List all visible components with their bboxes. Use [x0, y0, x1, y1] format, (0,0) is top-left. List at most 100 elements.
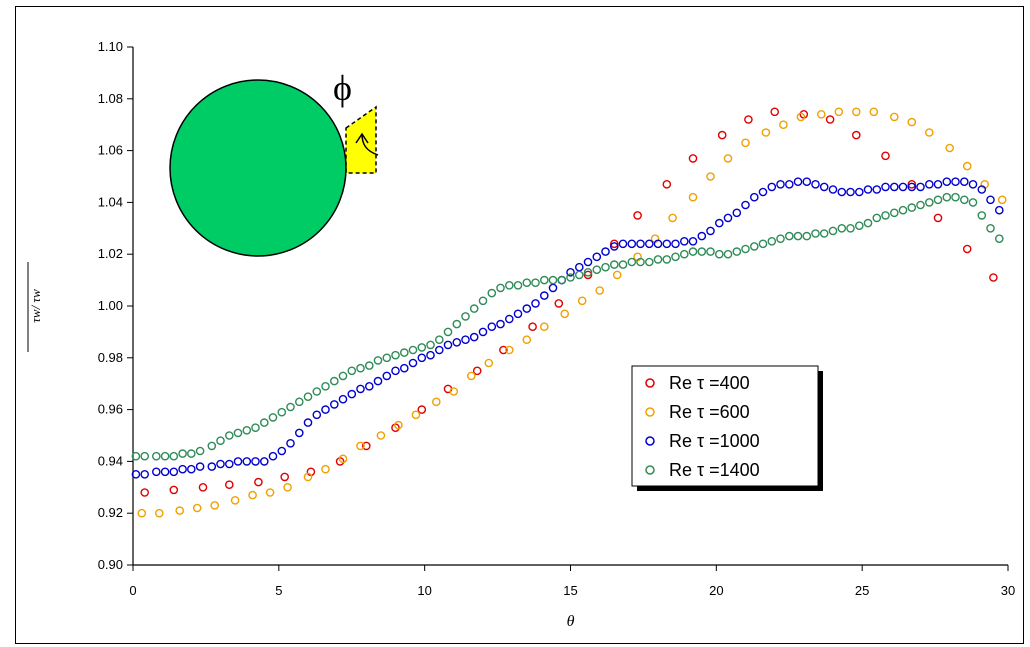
data-point [268, 413, 278, 422]
data-point [154, 508, 164, 518]
data-point [207, 441, 217, 451]
data-point [802, 177, 812, 186]
data-point [869, 107, 879, 117]
y-tick-label: 0.96 [98, 402, 123, 417]
data-point [817, 110, 826, 119]
data-point [986, 223, 995, 233]
data-point [466, 371, 476, 381]
data-point [881, 211, 890, 220]
data-point [688, 236, 698, 246]
inset-cylinder [169, 79, 347, 257]
legend-marker [645, 465, 655, 475]
data-point [540, 322, 549, 332]
data-point [583, 257, 593, 267]
data-point [540, 275, 549, 285]
data-point [715, 218, 724, 228]
data-point [394, 420, 403, 430]
data-point [548, 275, 558, 285]
data-point [408, 345, 418, 355]
data-point [548, 283, 558, 293]
data-point [321, 381, 330, 391]
data-point [811, 179, 820, 189]
data-point [717, 130, 727, 140]
data-point [560, 309, 570, 319]
data-point [668, 213, 677, 223]
data-point [601, 262, 610, 272]
data-point [431, 397, 441, 407]
data-point [399, 363, 409, 373]
data-point [186, 464, 196, 474]
data-point [294, 428, 304, 438]
data-point [248, 490, 257, 500]
data-point [277, 446, 287, 456]
data-point [426, 350, 435, 360]
data-point [962, 161, 972, 171]
x-tick-label: 10 [417, 583, 431, 598]
data-point [321, 464, 330, 474]
data-point [160, 467, 170, 477]
data-point [653, 239, 663, 249]
data-point [907, 179, 917, 189]
data-point [688, 247, 698, 256]
data-point [496, 319, 505, 329]
data-point [793, 177, 803, 186]
y-tick-label: 1.10 [98, 39, 123, 54]
data-point [356, 384, 365, 394]
data-point [890, 112, 899, 122]
data-point [169, 451, 179, 461]
data-point [151, 451, 161, 461]
data-point [259, 418, 269, 427]
data-point [426, 340, 435, 350]
data-point [224, 431, 234, 440]
data-point [723, 249, 733, 259]
data-point [898, 205, 908, 215]
data-point [452, 337, 462, 347]
data-point [688, 192, 698, 202]
data-point [601, 247, 610, 256]
data-point [338, 371, 348, 381]
data-point [391, 350, 400, 360]
data-point [583, 270, 593, 280]
data-point [933, 195, 943, 205]
data-point [610, 239, 619, 249]
data-point [178, 464, 187, 474]
data-point [706, 226, 715, 236]
y-tick-label: 1.08 [98, 91, 123, 106]
data-point [706, 172, 715, 181]
data-point [636, 257, 645, 267]
data-point [942, 177, 952, 186]
data-point [863, 185, 873, 194]
data-point [770, 107, 780, 117]
data-point [251, 457, 260, 466]
data-point [224, 459, 234, 469]
data-point [688, 154, 698, 163]
data-point [356, 441, 365, 451]
legend-label: Re τ =400 [669, 373, 750, 393]
data-point [478, 296, 488, 306]
data-point [140, 488, 149, 497]
data-point [566, 273, 575, 282]
inset-arrow-head [355, 132, 369, 144]
data-points [131, 107, 1007, 518]
data-point [916, 182, 925, 192]
data-point [933, 213, 943, 223]
data-point [834, 107, 844, 117]
data-point [364, 381, 374, 391]
data-point [825, 115, 835, 124]
data-point [776, 179, 785, 189]
chart-frame [15, 6, 1024, 644]
data-point [504, 345, 514, 355]
data-point [329, 376, 339, 386]
data-point [785, 179, 794, 189]
data-point [732, 247, 742, 256]
data-point [382, 353, 392, 363]
data-point [741, 138, 750, 148]
data-point [233, 457, 243, 466]
data-point [846, 223, 855, 233]
data-point [230, 495, 240, 505]
legend-marker [645, 407, 655, 417]
data-point [592, 265, 602, 275]
data-point [169, 485, 179, 495]
data-point [277, 407, 287, 417]
data-point [907, 203, 917, 212]
